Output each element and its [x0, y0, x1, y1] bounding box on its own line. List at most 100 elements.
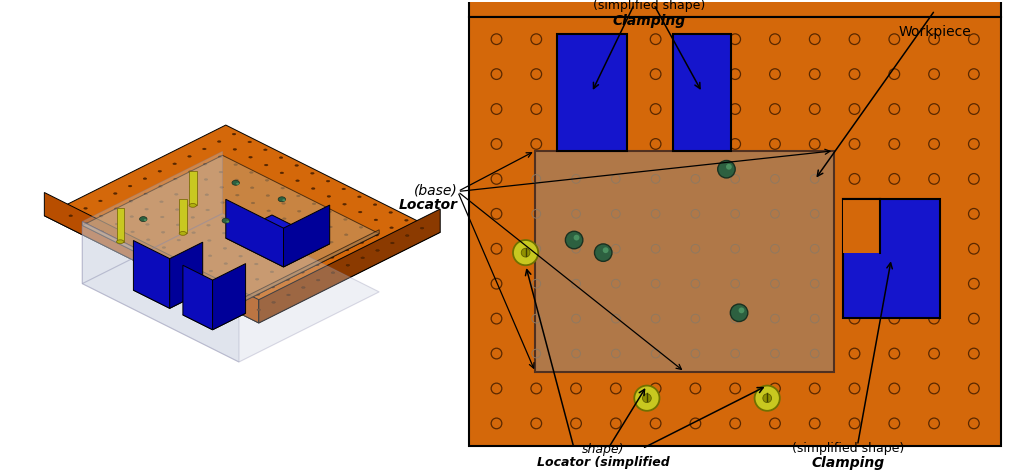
Ellipse shape — [344, 234, 349, 236]
Ellipse shape — [223, 247, 227, 249]
Ellipse shape — [190, 186, 193, 188]
Ellipse shape — [219, 171, 222, 173]
Ellipse shape — [203, 148, 206, 150]
Ellipse shape — [331, 272, 335, 274]
Ellipse shape — [264, 164, 269, 166]
Ellipse shape — [210, 285, 213, 287]
Ellipse shape — [268, 225, 272, 227]
Ellipse shape — [237, 225, 241, 227]
Ellipse shape — [254, 263, 258, 265]
Circle shape — [763, 394, 772, 403]
Circle shape — [731, 304, 748, 322]
Ellipse shape — [204, 179, 208, 180]
Ellipse shape — [128, 185, 132, 187]
Ellipse shape — [360, 242, 364, 244]
Ellipse shape — [329, 226, 332, 228]
Circle shape — [739, 308, 744, 313]
Ellipse shape — [84, 223, 88, 225]
Ellipse shape — [227, 220, 230, 223]
Circle shape — [643, 394, 651, 403]
Ellipse shape — [179, 232, 187, 236]
Ellipse shape — [269, 240, 273, 242]
Ellipse shape — [317, 279, 320, 281]
Circle shape — [634, 386, 659, 411]
Ellipse shape — [69, 215, 73, 217]
Polygon shape — [82, 152, 222, 284]
Bar — [469, 17, 1001, 446]
Ellipse shape — [301, 286, 305, 288]
Ellipse shape — [219, 187, 223, 188]
Ellipse shape — [283, 233, 287, 235]
Circle shape — [566, 231, 583, 249]
Ellipse shape — [249, 156, 252, 158]
Bar — [673, 34, 731, 151]
Text: (base): (base) — [414, 184, 458, 198]
Circle shape — [594, 244, 612, 261]
Ellipse shape — [233, 133, 236, 135]
Ellipse shape — [173, 163, 176, 165]
Ellipse shape — [281, 187, 285, 189]
Ellipse shape — [237, 210, 240, 211]
Ellipse shape — [203, 163, 207, 165]
Ellipse shape — [329, 241, 333, 243]
Text: Workpiece: Workpiece — [899, 24, 972, 39]
Ellipse shape — [144, 219, 147, 221]
Circle shape — [574, 235, 579, 241]
Ellipse shape — [295, 164, 298, 166]
Ellipse shape — [256, 293, 259, 295]
Ellipse shape — [99, 215, 104, 217]
Polygon shape — [226, 199, 284, 267]
Ellipse shape — [194, 262, 197, 264]
Ellipse shape — [298, 226, 301, 227]
Circle shape — [512, 240, 538, 265]
Ellipse shape — [342, 203, 346, 205]
Ellipse shape — [374, 219, 378, 221]
Ellipse shape — [234, 164, 238, 166]
Ellipse shape — [299, 241, 302, 243]
Ellipse shape — [235, 179, 239, 181]
Ellipse shape — [98, 200, 103, 202]
Ellipse shape — [238, 240, 242, 242]
Ellipse shape — [295, 180, 299, 182]
Polygon shape — [82, 221, 239, 304]
Ellipse shape — [359, 227, 363, 228]
Polygon shape — [117, 208, 124, 242]
Ellipse shape — [117, 240, 124, 244]
Ellipse shape — [282, 203, 285, 204]
Ellipse shape — [279, 157, 283, 159]
Ellipse shape — [405, 235, 409, 236]
Ellipse shape — [255, 278, 259, 280]
Bar — [535, 151, 834, 372]
Ellipse shape — [328, 211, 331, 212]
Ellipse shape — [205, 194, 209, 195]
Polygon shape — [284, 205, 330, 267]
Ellipse shape — [257, 309, 260, 311]
Ellipse shape — [114, 193, 117, 195]
Ellipse shape — [359, 211, 362, 213]
Ellipse shape — [266, 210, 271, 212]
Circle shape — [726, 164, 732, 170]
Ellipse shape — [315, 249, 319, 251]
Ellipse shape — [148, 254, 151, 256]
Ellipse shape — [159, 186, 163, 187]
Ellipse shape — [249, 171, 253, 173]
Polygon shape — [44, 193, 258, 323]
Ellipse shape — [130, 216, 133, 218]
Circle shape — [718, 161, 735, 178]
Ellipse shape — [192, 232, 196, 234]
Text: Clamping: Clamping — [811, 456, 885, 471]
Polygon shape — [82, 221, 239, 362]
Bar — [557, 34, 627, 151]
Ellipse shape — [263, 149, 268, 151]
Ellipse shape — [131, 246, 135, 248]
Polygon shape — [226, 215, 330, 267]
Ellipse shape — [163, 262, 167, 264]
Ellipse shape — [114, 208, 118, 210]
Ellipse shape — [326, 180, 330, 182]
Ellipse shape — [223, 263, 228, 265]
Ellipse shape — [241, 286, 244, 288]
Text: (simplified shape): (simplified shape) — [791, 442, 904, 455]
Ellipse shape — [174, 194, 178, 195]
Ellipse shape — [278, 197, 286, 202]
Ellipse shape — [147, 239, 150, 241]
